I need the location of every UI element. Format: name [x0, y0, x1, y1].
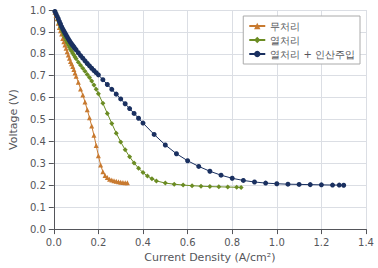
svg-text:1.2: 1.2 — [313, 237, 329, 248]
svg-text:무처리: 무처리 — [270, 21, 300, 32]
svg-text:Voltage (V): Voltage (V) — [7, 89, 20, 150]
svg-text:0.6: 0.6 — [30, 92, 46, 103]
svg-text:0.9: 0.9 — [30, 26, 46, 37]
svg-text:0.1: 0.1 — [30, 202, 46, 213]
svg-text:1.4: 1.4 — [358, 237, 374, 248]
svg-text:0.0: 0.0 — [46, 237, 62, 248]
svg-text:0.6: 0.6 — [180, 237, 196, 248]
svg-text:0.5: 0.5 — [30, 114, 46, 125]
svg-text:0.8: 0.8 — [30, 48, 46, 59]
svg-text:열처리 + 인산주입: 열처리 + 인산주입 — [270, 49, 355, 60]
svg-text:열처리: 열처리 — [270, 35, 300, 46]
svg-text:1.0: 1.0 — [269, 237, 285, 248]
svg-text:0.2: 0.2 — [90, 237, 106, 248]
svg-text:0.3: 0.3 — [30, 158, 46, 169]
svg-text:1.0: 1.0 — [30, 5, 46, 16]
svg-text:0.0: 0.0 — [30, 224, 46, 235]
svg-text:0.4: 0.4 — [30, 136, 46, 147]
svg-text:0.8: 0.8 — [224, 237, 240, 248]
svg-text:Current Density (A/cm²): Current Density (A/cm²) — [144, 251, 275, 264]
svg-text:0.2: 0.2 — [30, 180, 46, 191]
svg-text:0.4: 0.4 — [135, 237, 151, 248]
svg-text:0.7: 0.7 — [30, 70, 46, 81]
